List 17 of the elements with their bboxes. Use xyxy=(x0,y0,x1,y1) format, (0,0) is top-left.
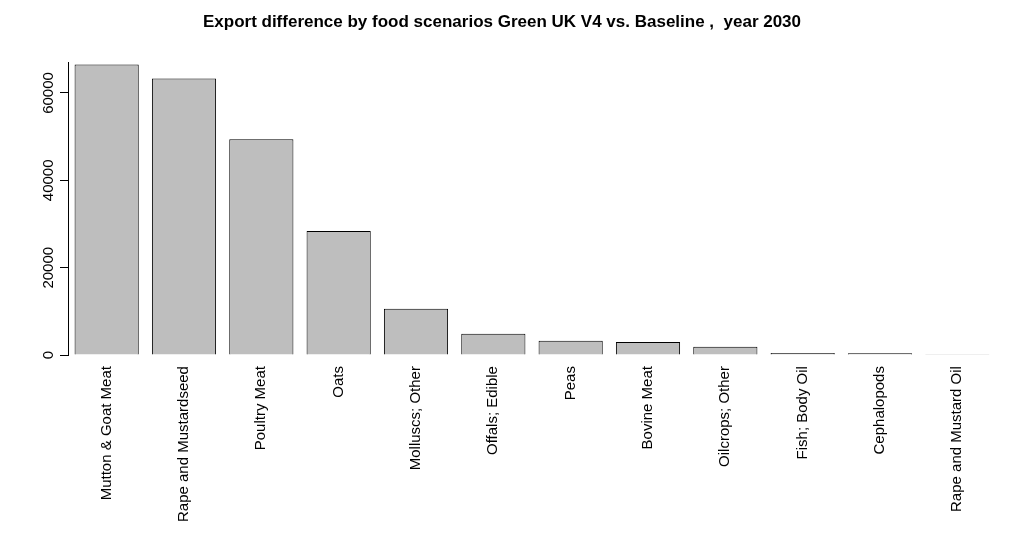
x-tick-label: Mutton & Goat Meat xyxy=(96,365,114,501)
x-tick-label: Fish; Body Oil xyxy=(792,366,810,460)
x-tick-label: Oats xyxy=(328,366,346,398)
y-tick-label: 60000 xyxy=(38,72,56,114)
x-tick-label: Molluscs; Other xyxy=(406,366,424,471)
x-tick-label: Peas xyxy=(560,366,578,401)
chart-title: Export difference by food scenarios Green UK V4 vs. Baseline , year 2030 xyxy=(202,11,802,31)
x-tick-label: Offals; Edible xyxy=(483,366,501,456)
x-tick-label: Oilcrops; Other xyxy=(715,366,733,467)
x-tick-label: Cephalopods xyxy=(870,366,888,455)
y-tick-label: 20000 xyxy=(38,246,56,289)
x-tick-label: Bovine Meat xyxy=(638,365,656,450)
x-tick-label: Rape and Mustardseed xyxy=(174,366,192,522)
x-tick-label: Rape and Mustard Oil xyxy=(947,366,965,512)
x-tick-label: Poultry Meat xyxy=(251,365,269,451)
y-tick-label: 0 xyxy=(38,350,56,360)
y-tick-label: 40000 xyxy=(38,159,56,202)
